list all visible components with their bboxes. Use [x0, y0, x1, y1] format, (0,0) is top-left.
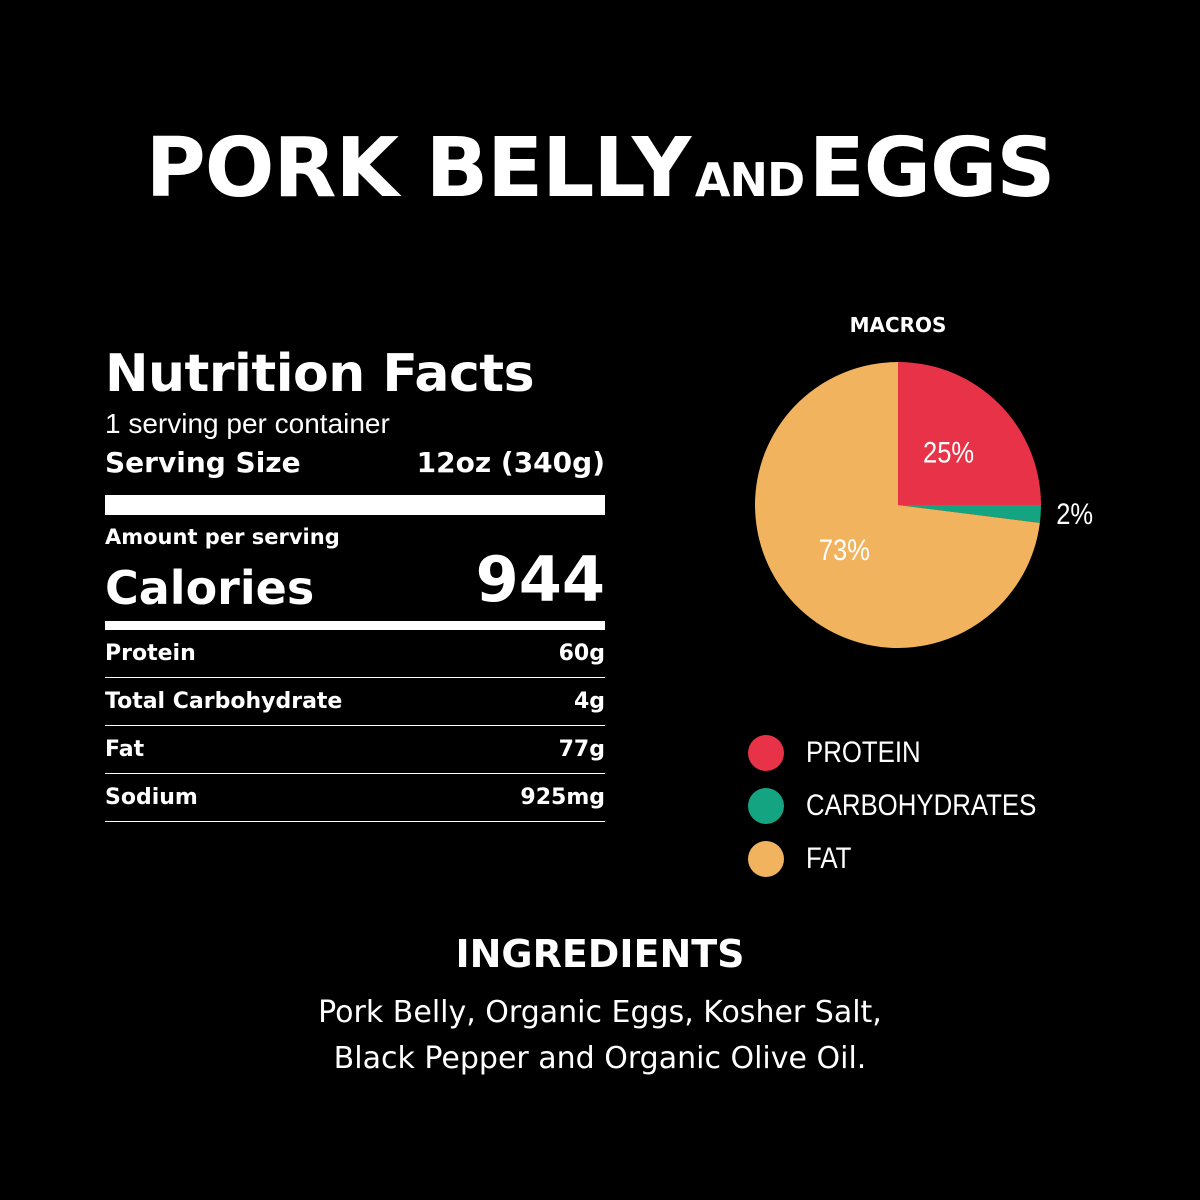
- macros-chart-title: MACROS: [849, 313, 947, 337]
- serving-size-label: Serving Size: [105, 446, 301, 479]
- calories-value: 944: [475, 543, 605, 616]
- nutrient-label: Fat: [105, 737, 145, 762]
- pie-slice-fat: [755, 362, 1040, 648]
- title-part-and: AND: [694, 153, 805, 207]
- legend-swatch-protein: [748, 734, 784, 771]
- title-part-eggs: EGGS: [808, 121, 1056, 216]
- medium-divider: [105, 621, 605, 630]
- nutrient-row-protein: Protein 60g: [105, 630, 605, 678]
- nutrient-label: Protein: [105, 641, 196, 666]
- title-part-pork-belly: PORK BELLY: [145, 121, 692, 216]
- serving-size-row: Serving Size 12oz (340g): [105, 446, 605, 479]
- nutrient-row-sodium: Sodium 925mg: [105, 774, 605, 822]
- amount-per-serving-label: Amount per serving: [105, 525, 340, 549]
- macros-legend: PROTEIN CARBOHYDRATES FAT: [748, 726, 1074, 885]
- nutrition-facts-panel: Nutrition Facts 1 serving per container …: [105, 348, 605, 822]
- nutrient-value: 77g: [558, 737, 605, 762]
- legend-item-protein: PROTEIN: [748, 726, 1074, 779]
- nutrient-label: Total Carbohydrate: [105, 689, 343, 714]
- pie-label-carbohydrates: 2%: [1056, 497, 1093, 530]
- nutrient-value: 60g: [558, 641, 605, 666]
- legend-label-protein: PROTEIN: [806, 735, 921, 769]
- legend-swatch-carbohydrates: [748, 787, 784, 824]
- pie-label-fat: 73%: [819, 533, 870, 566]
- legend-item-carbohydrates: CARBOHYDRATES: [748, 779, 1074, 832]
- pie-slice-carbohydrates: [898, 505, 1041, 523]
- nutrition-facts-heading: Nutrition Facts: [105, 344, 535, 404]
- nutrient-row-fat: Fat 77g: [105, 726, 605, 774]
- pie-label-protein: 25%: [923, 435, 974, 468]
- nutrient-list: Protein 60g Total Carbohydrate 4g Fat 77…: [105, 630, 605, 822]
- legend-swatch-fat: [748, 840, 784, 877]
- nutrient-label: Sodium: [105, 785, 198, 810]
- servings-per-container: 1 serving per container: [105, 408, 390, 439]
- ingredients-title: INGREDIENTS: [455, 932, 745, 976]
- ingredients-line-1: Pork Belly, Organic Eggs, Kosher Salt,: [318, 995, 882, 1030]
- legend-label-fat: FAT: [806, 841, 852, 875]
- nutrient-row-carbohydrate: Total Carbohydrate 4g: [105, 678, 605, 726]
- thick-divider: [105, 495, 605, 515]
- nutrient-value: 925mg: [520, 785, 605, 810]
- serving-size-value: 12oz (340g): [416, 446, 605, 479]
- nutrient-value: 4g: [573, 689, 605, 714]
- legend-item-fat: FAT: [748, 832, 1074, 885]
- page-title: PORK BELLY AND EGGS: [0, 128, 1200, 210]
- calories-label: Calories: [105, 561, 315, 615]
- ingredients-text: Pork Belly, Organic Eggs, Kosher Salt, B…: [0, 990, 1200, 1082]
- legend-label-carbohydrates: CARBOHYDRATES: [806, 788, 1037, 822]
- pie-slice-protein: [898, 362, 1041, 505]
- ingredients-line-2: Black Pepper and Organic Olive Oil.: [333, 1041, 867, 1076]
- macros-pie-chart: 25% 2% 73%: [755, 362, 1093, 648]
- calories-row: Calories 944: [105, 543, 605, 616]
